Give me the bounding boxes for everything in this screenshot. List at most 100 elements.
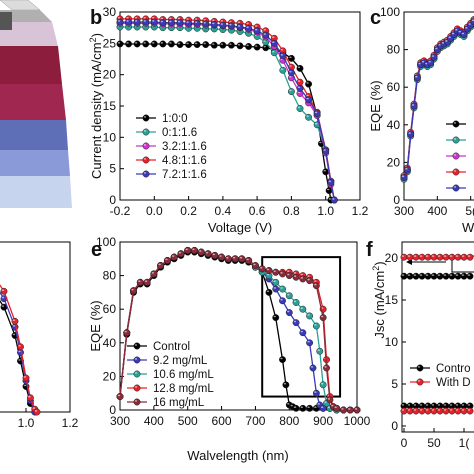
e-point-4-27 [299,275,307,283]
c-legend-marker [452,136,460,144]
e-point-4-11 [191,246,198,254]
b-legend-marker [142,114,150,122]
legend-e: Control 9.2 mg/mL 10.6 mg/mL 12.8 mg/mL 16 m… [127,341,214,409]
e-point-4-34 [333,404,341,412]
e-point-4-0 [116,393,124,401]
d-point-2-10 [33,408,41,416]
f-lower-red-11 [466,407,474,415]
panel-e: e 300 400 500 600 700 800 900 1000020406080100 … [88,235,371,463]
c-ytick-label: 40 [387,118,401,132]
b-ytick-label: 0 [109,193,116,207]
e-point-4-25 [285,272,293,280]
xlabel-b: Voltage (V) [208,220,272,235]
c-point-4-0 [400,173,408,181]
e-point-4-20 [251,262,259,269]
e-xtick-label: 700 [245,414,265,428]
e-point-1-26 [292,319,300,327]
b-legend-marker [142,170,150,178]
e-legend-marker [133,384,141,392]
b-point-0-21 [296,64,304,72]
b-point-4-14 [236,23,244,31]
f-lower-red-3 [418,407,426,415]
series-f [400,253,474,415]
b-point-4-2 [133,18,141,26]
b-point-0-15 [245,43,253,50]
f-point-0-10 [460,272,468,280]
b-point-4-13 [227,22,235,30]
c-point-4-18 [460,31,468,39]
b-point-4-1 [125,18,133,26]
e-point-1-24 [279,297,286,305]
e-point-0-22 [265,288,273,296]
b-point-0-14 [236,42,244,50]
e-point-4-12 [197,248,205,256]
f-point-0-8 [448,272,456,280]
e-ytick-label: 80 [103,269,117,283]
b-point-4-12 [219,21,227,29]
e-point-4-14 [211,251,219,259]
f-point-0-9 [454,272,462,280]
e-point-0-30 [306,404,314,412]
e-point-2-26 [292,299,300,306]
b-ytick-label: 5 [109,162,116,176]
e-point-4-36 [346,406,354,414]
f-lower-red-10 [460,407,468,415]
e-point-2-27 [299,305,307,313]
b-point-0-10 [202,41,210,49]
c-xtick-label: 300 [394,204,414,218]
e-legend-marker [133,342,141,350]
b-point-0-22 [305,80,313,88]
e-point-4-37 [353,406,361,414]
f-lower-red-7 [442,407,450,415]
e-xtick-label: 900 [313,414,333,428]
e-point-2-28 [306,312,314,320]
c-xtick-label: 400 [427,204,447,218]
e-ytick-label: 20 [103,369,117,383]
e-ytick-label: 60 [103,302,117,316]
f-legend-marker [416,378,424,386]
b-point-0-11 [210,41,218,49]
b-point-1-22 [305,113,313,121]
e-point-0-25 [282,381,290,389]
e-point-4-26 [292,273,300,281]
b-point-0-8 [185,41,193,49]
b-legend-label: 1:0:0 [162,113,188,125]
f-point-0-0 [400,272,408,280]
e-point-4-5 [150,270,158,278]
f-point-1-6 [436,253,444,261]
b-point-1-21 [296,105,304,112]
e-point-4-21 [258,265,266,273]
b-ytick-label: 25 [103,36,117,50]
f-lower-red-8 [448,407,456,415]
plot-frame-f [401,241,474,433]
b-point-4-25 [327,179,335,186]
e-ytick-label: 40 [103,336,117,350]
xlabel-e: Walvelength (nm) [187,448,288,463]
b-point-4-26 [330,196,338,204]
e-point-4-30 [319,314,327,322]
plot-frame-d [0,241,71,413]
e-xtick-label: 600 [212,414,232,428]
b-point-0-5 [159,40,167,48]
ticks-e: 300 400 500 600 700 800 900 1000 0 20 40 60 80 100 [96,235,371,428]
f-lower-point-3 [418,402,426,410]
f-point-1-4 [424,253,432,261]
f-ytick-label: 20 [385,251,399,265]
device-schematic [0,0,72,208]
series-e [116,246,361,414]
f-point-1-9 [454,253,462,261]
c-point-4-1 [403,166,411,174]
b-legend-marker [142,156,150,164]
d-point-2-6 [17,343,24,351]
f-point-0-11 [466,272,474,280]
b-point-4-20 [287,69,295,77]
c-ytick-label: 80 [387,43,401,57]
f-ytick-label: 15 [385,293,399,307]
b-point-4-4 [150,18,158,26]
f-lower-red-0 [400,407,408,415]
f-point-1-7 [442,253,450,261]
c-legend-marker [452,120,460,128]
b-point-4-10 [202,20,210,28]
b-xtick-label: 0.2 [180,204,197,218]
